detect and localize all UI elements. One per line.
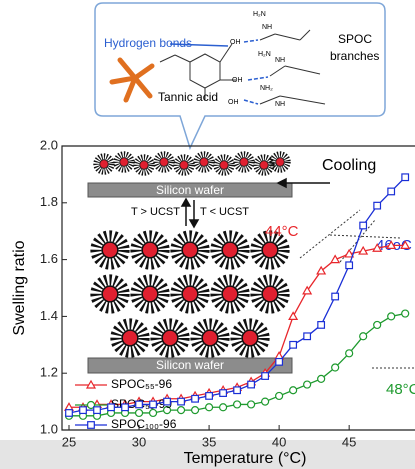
chem-label: OH	[228, 99, 239, 106]
marker	[332, 293, 339, 300]
marker	[108, 404, 115, 411]
marker	[360, 333, 367, 340]
annotation: T > UCST	[131, 206, 180, 218]
annotation: T < UCST	[200, 206, 249, 218]
x-tick-label: 25	[62, 434, 76, 449]
marker	[234, 387, 241, 394]
chem-label: OH	[230, 39, 241, 46]
marker	[192, 395, 199, 402]
marker	[360, 222, 367, 229]
marker	[122, 404, 129, 411]
x-axis-label: Temperature (°C)	[184, 450, 307, 467]
marker	[304, 333, 311, 340]
marker	[374, 202, 381, 209]
y-axis-label: Swelling ratio	[11, 240, 28, 335]
y-tick-label: 2.0	[40, 137, 58, 152]
y-tick-label: 1.4	[40, 308, 58, 323]
marker	[206, 404, 213, 411]
marker	[220, 404, 227, 411]
marker	[220, 390, 227, 397]
marker	[150, 401, 157, 408]
annotation: branches	[330, 49, 379, 63]
marker	[289, 312, 297, 319]
polymer-top	[96, 154, 287, 172]
marker	[318, 322, 325, 329]
marker	[248, 401, 255, 408]
marker	[234, 401, 241, 408]
chem-label: NH	[275, 101, 285, 108]
marker	[402, 174, 409, 181]
marker	[276, 392, 283, 399]
annotation: Hydrogen bonds	[104, 36, 192, 50]
marker	[290, 342, 297, 349]
marker	[318, 375, 325, 382]
marker	[164, 398, 171, 405]
annotation: Tannic acid	[158, 90, 218, 104]
y-tick-label: 1.6	[40, 251, 58, 266]
chem-label: NH	[275, 57, 285, 64]
marker	[192, 407, 199, 414]
wafer-label: Silicon wafer	[156, 183, 224, 197]
annotation: 48°C	[386, 381, 415, 398]
marker	[332, 364, 339, 371]
marker	[304, 381, 311, 388]
x-tick-label: 45	[342, 434, 356, 449]
annotation: SPOC	[338, 32, 372, 46]
x-tick-label: 40	[272, 434, 286, 449]
marker	[94, 407, 101, 414]
chem-label: NH₂	[260, 85, 273, 92]
legend-marker	[88, 422, 95, 429]
annotation: 44°C	[265, 223, 299, 240]
legend-label: SPOC₁₀₀-96	[111, 417, 177, 431]
marker	[80, 407, 87, 414]
chem-label: H₂N	[258, 51, 271, 58]
polymer-bottom	[96, 236, 284, 352]
marker	[66, 410, 73, 417]
marker	[388, 313, 395, 320]
marker	[206, 393, 213, 400]
y-tick-label: 1.2	[40, 365, 58, 380]
y-tick-label: 1.8	[40, 194, 58, 209]
y-tick-label: 1.0	[40, 421, 58, 436]
marker	[402, 310, 409, 317]
x-tick-label: 30	[132, 434, 146, 449]
marker	[290, 387, 297, 394]
marker	[276, 359, 283, 366]
chem-label: OH	[232, 77, 243, 84]
wafer-label: Silicon wafer	[156, 358, 224, 372]
marker	[346, 350, 353, 357]
legend-label: SPOC₅₅-96	[111, 377, 172, 391]
marker	[178, 398, 185, 405]
marker	[346, 262, 353, 269]
x-tick-label: 35	[202, 434, 216, 449]
chart: Swelling ratio Temperature (°C) 44°C 46o…	[0, 0, 415, 469]
marker	[262, 373, 269, 380]
chem-label: H₂N	[253, 11, 266, 18]
chem-label: NH	[262, 24, 272, 31]
marker	[374, 321, 381, 328]
marker	[262, 398, 269, 405]
marker	[388, 188, 395, 195]
annotation: Cooling	[322, 157, 376, 174]
marker	[248, 381, 255, 388]
marker	[178, 407, 185, 414]
marker	[136, 401, 143, 408]
